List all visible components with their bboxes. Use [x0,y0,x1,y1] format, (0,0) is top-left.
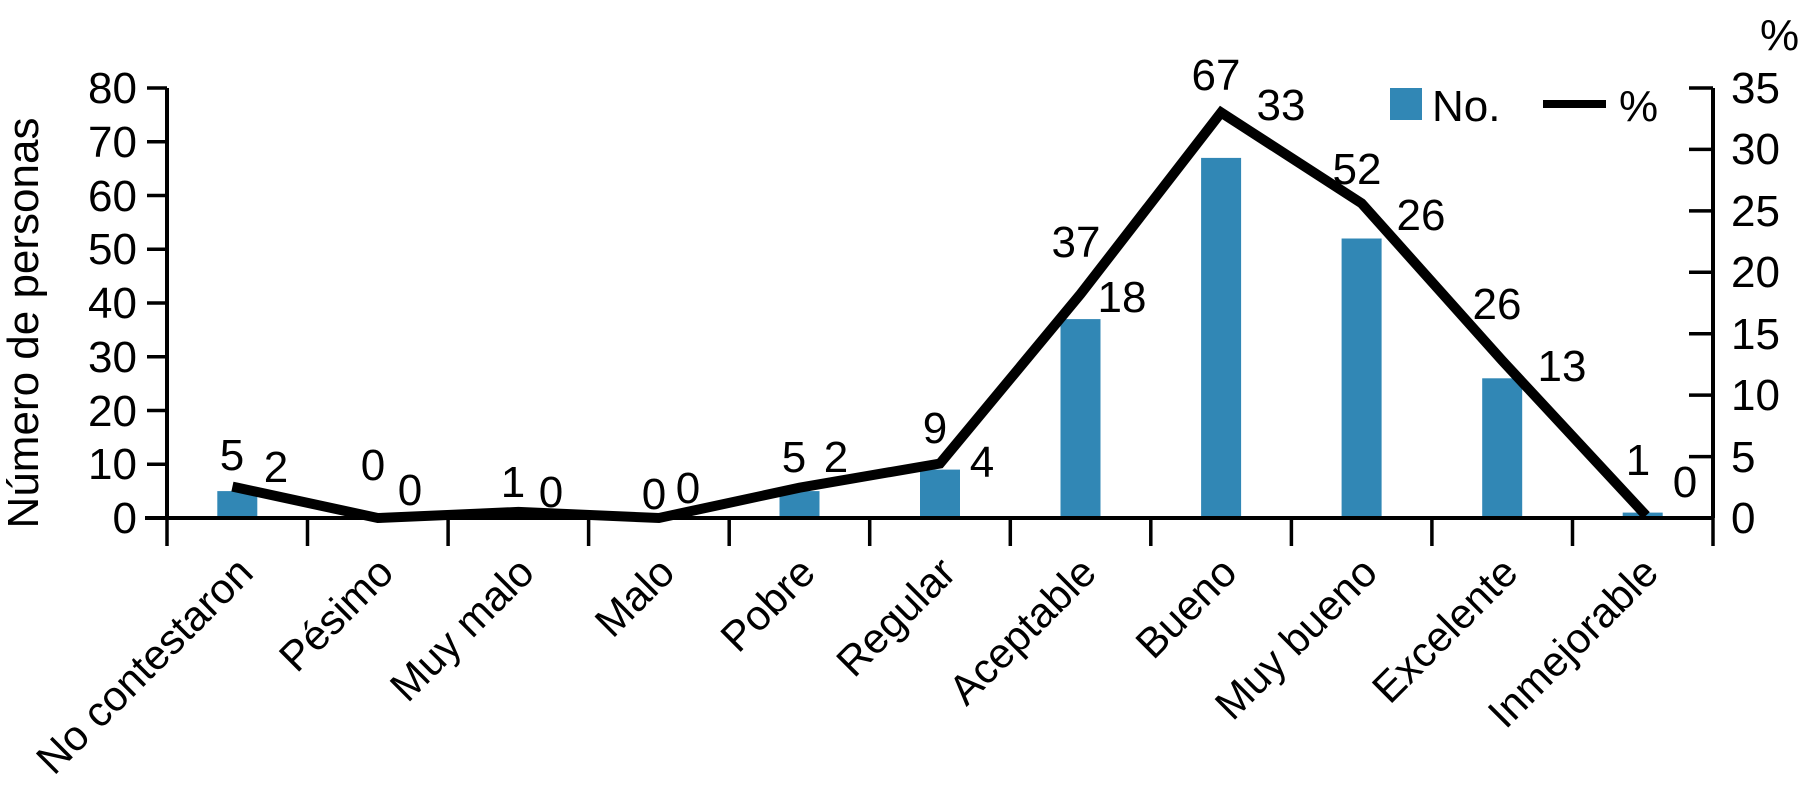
tick-label-left: 30 [88,333,137,382]
tick-label-right: 35 [1731,64,1780,113]
tick-label-right: 5 [1731,433,1755,482]
bar [1341,238,1382,518]
bar-value-label: 0 [361,441,385,490]
tick-label-left: 0 [113,494,137,543]
tick-label-right: 10 [1731,371,1780,420]
bar-value-label: 26 [1473,280,1522,329]
tick-label-right: 30 [1731,125,1780,174]
tick-label-left: 70 [88,118,137,167]
bar-value-label: 5 [782,433,806,482]
category-label: Regular [827,548,964,685]
pct-value-label: 2 [264,443,288,492]
tick-label-right: 15 [1731,310,1780,359]
pct-value-label: 13 [1538,342,1587,391]
tick-label-right: 25 [1731,187,1780,236]
category-label: No contestaron [27,548,262,783]
bar-value-label: 9 [923,404,947,453]
bar [1482,378,1523,519]
pct-value-label: 26 [1397,191,1446,240]
bar-value-label: 1 [1626,436,1650,485]
tick-label-left: 10 [88,440,137,489]
right-axis-title: % [1760,11,1799,60]
pct-value-label: 33 [1257,81,1306,130]
category-label: Malo [586,548,684,646]
pct-value-label: 4 [970,438,994,487]
category-label: Pésimo [270,548,402,680]
tick-label-right: 0 [1731,494,1755,543]
pct-value-label: 0 [1673,458,1697,507]
pct-value-label: 0 [676,464,700,513]
pct-value-label: 0 [398,466,422,515]
pct-value-label: 2 [824,433,848,482]
category-label: Aceptable [940,548,1105,713]
bar-value-label: 0 [642,470,666,519]
tick-label-left: 50 [88,225,137,274]
tick-label-left: 20 [88,387,137,436]
tick-label-left: 60 [88,172,137,221]
category-label: Bueno [1126,548,1245,667]
bar-value-label: 37 [1052,218,1101,267]
legend-pct-label: % [1619,82,1658,131]
legend-no-swatch [1390,88,1422,120]
percentage-line [231,105,1650,524]
bar-value-label: 52 [1333,145,1382,194]
tick-label-left: 40 [88,279,137,328]
category-label: Pobre [711,548,823,660]
pct-value-label: 18 [1098,273,1147,322]
category-label: Muy malo [381,548,543,710]
bar [1201,157,1242,518]
bar [920,469,960,518]
tick-label-left: 80 [88,64,137,113]
legend: No. % [1390,82,1658,131]
bar [1060,319,1101,518]
left-axis-title: Número de personas [0,118,48,529]
tick-label-right: 20 [1731,248,1780,297]
pct-value-label: 0 [539,468,563,517]
bar-value-label: 67 [1192,51,1241,100]
legend-no-label: No. [1432,82,1500,131]
bar-value-label: 5 [220,431,244,480]
bar-value-label: 1 [501,458,525,507]
